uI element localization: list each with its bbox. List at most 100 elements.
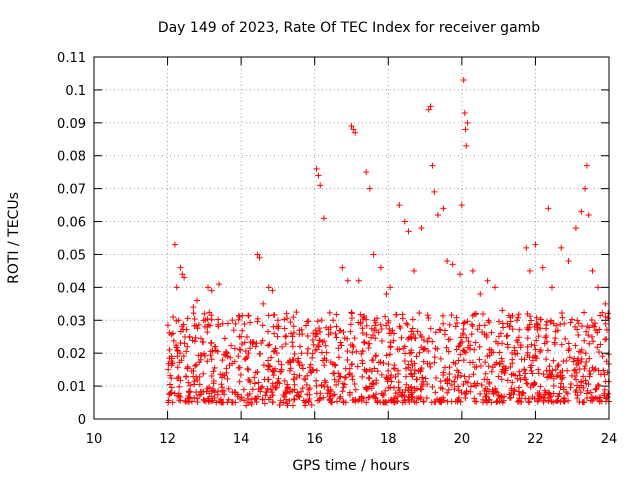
data-point — [336, 373, 343, 380]
data-point — [476, 343, 483, 350]
data-point — [260, 300, 267, 307]
data-point — [509, 326, 516, 333]
data-point — [528, 362, 535, 369]
data-point — [365, 340, 372, 347]
data-point — [524, 380, 531, 387]
data-point — [235, 353, 242, 360]
data-point — [299, 385, 306, 392]
data-point — [168, 375, 175, 382]
data-point — [483, 399, 490, 406]
data-point — [601, 371, 608, 378]
data-point — [540, 398, 547, 405]
data-point — [472, 339, 479, 346]
data-point — [281, 377, 288, 384]
data-point — [176, 359, 183, 366]
data-point — [289, 339, 296, 346]
data-point — [331, 391, 338, 398]
data-point — [276, 402, 283, 409]
data-point — [197, 335, 204, 342]
data-point — [359, 348, 366, 355]
data-point — [241, 320, 248, 327]
data-point — [496, 318, 503, 325]
data-point — [531, 379, 538, 386]
data-point — [588, 316, 595, 323]
data-point — [266, 341, 273, 348]
data-point — [191, 315, 198, 322]
data-point — [219, 320, 226, 327]
data-point — [210, 380, 217, 387]
data-point — [471, 382, 478, 389]
data-point — [185, 379, 192, 386]
data-point — [463, 390, 470, 397]
data-point — [306, 385, 313, 392]
data-point — [521, 356, 528, 363]
data-point — [516, 368, 523, 375]
data-point — [306, 364, 313, 371]
data-point — [197, 356, 204, 363]
data-point — [358, 393, 365, 400]
data-point — [204, 358, 211, 365]
data-point — [572, 323, 579, 330]
data-point — [289, 343, 296, 350]
data-point — [234, 393, 241, 400]
data-point — [420, 358, 427, 365]
data-point — [231, 345, 238, 352]
data-point — [583, 328, 590, 335]
data-point — [456, 342, 463, 349]
data-point — [492, 385, 499, 392]
data-point — [546, 368, 553, 375]
data-point — [582, 185, 589, 192]
data-point — [423, 395, 430, 402]
data-point — [195, 321, 202, 328]
data-point — [452, 360, 459, 367]
data-point — [165, 397, 172, 404]
data-point — [298, 388, 305, 395]
data-point — [201, 310, 208, 317]
data-point — [270, 348, 277, 355]
data-point — [561, 320, 568, 327]
data-point — [550, 357, 557, 364]
data-point — [312, 347, 319, 354]
data-point — [516, 326, 523, 333]
data-point — [581, 337, 588, 344]
data-point — [187, 382, 194, 389]
data-point — [166, 355, 173, 362]
data-point — [443, 344, 450, 351]
data-point — [349, 376, 356, 383]
data-point — [313, 390, 320, 397]
data-point — [468, 331, 475, 338]
data-point — [535, 370, 542, 377]
data-point — [342, 374, 349, 381]
data-point — [226, 362, 233, 369]
data-point — [211, 389, 218, 396]
x-tick-label: 22 — [527, 432, 544, 447]
data-point — [327, 388, 334, 395]
data-point — [454, 367, 461, 374]
data-point — [585, 211, 592, 218]
data-point — [483, 393, 490, 400]
data-point — [219, 371, 226, 378]
data-point — [377, 264, 384, 271]
data-point — [548, 284, 555, 291]
data-point — [469, 312, 476, 319]
data-point — [354, 363, 361, 370]
data-point — [388, 372, 395, 379]
data-point — [344, 356, 351, 363]
data-point — [455, 397, 462, 404]
data-point — [302, 322, 309, 329]
data-point — [393, 311, 400, 318]
data-point — [535, 366, 542, 373]
data-point — [465, 344, 472, 351]
data-point — [189, 337, 196, 344]
data-point — [236, 346, 243, 353]
data-point — [436, 398, 443, 405]
data-point — [390, 337, 397, 344]
data-point — [465, 338, 472, 345]
data-point — [265, 312, 272, 319]
x-tick-label: 20 — [454, 432, 471, 447]
data-point — [415, 368, 422, 375]
data-point — [401, 357, 408, 364]
data-point — [290, 314, 297, 321]
data-point — [370, 356, 377, 363]
